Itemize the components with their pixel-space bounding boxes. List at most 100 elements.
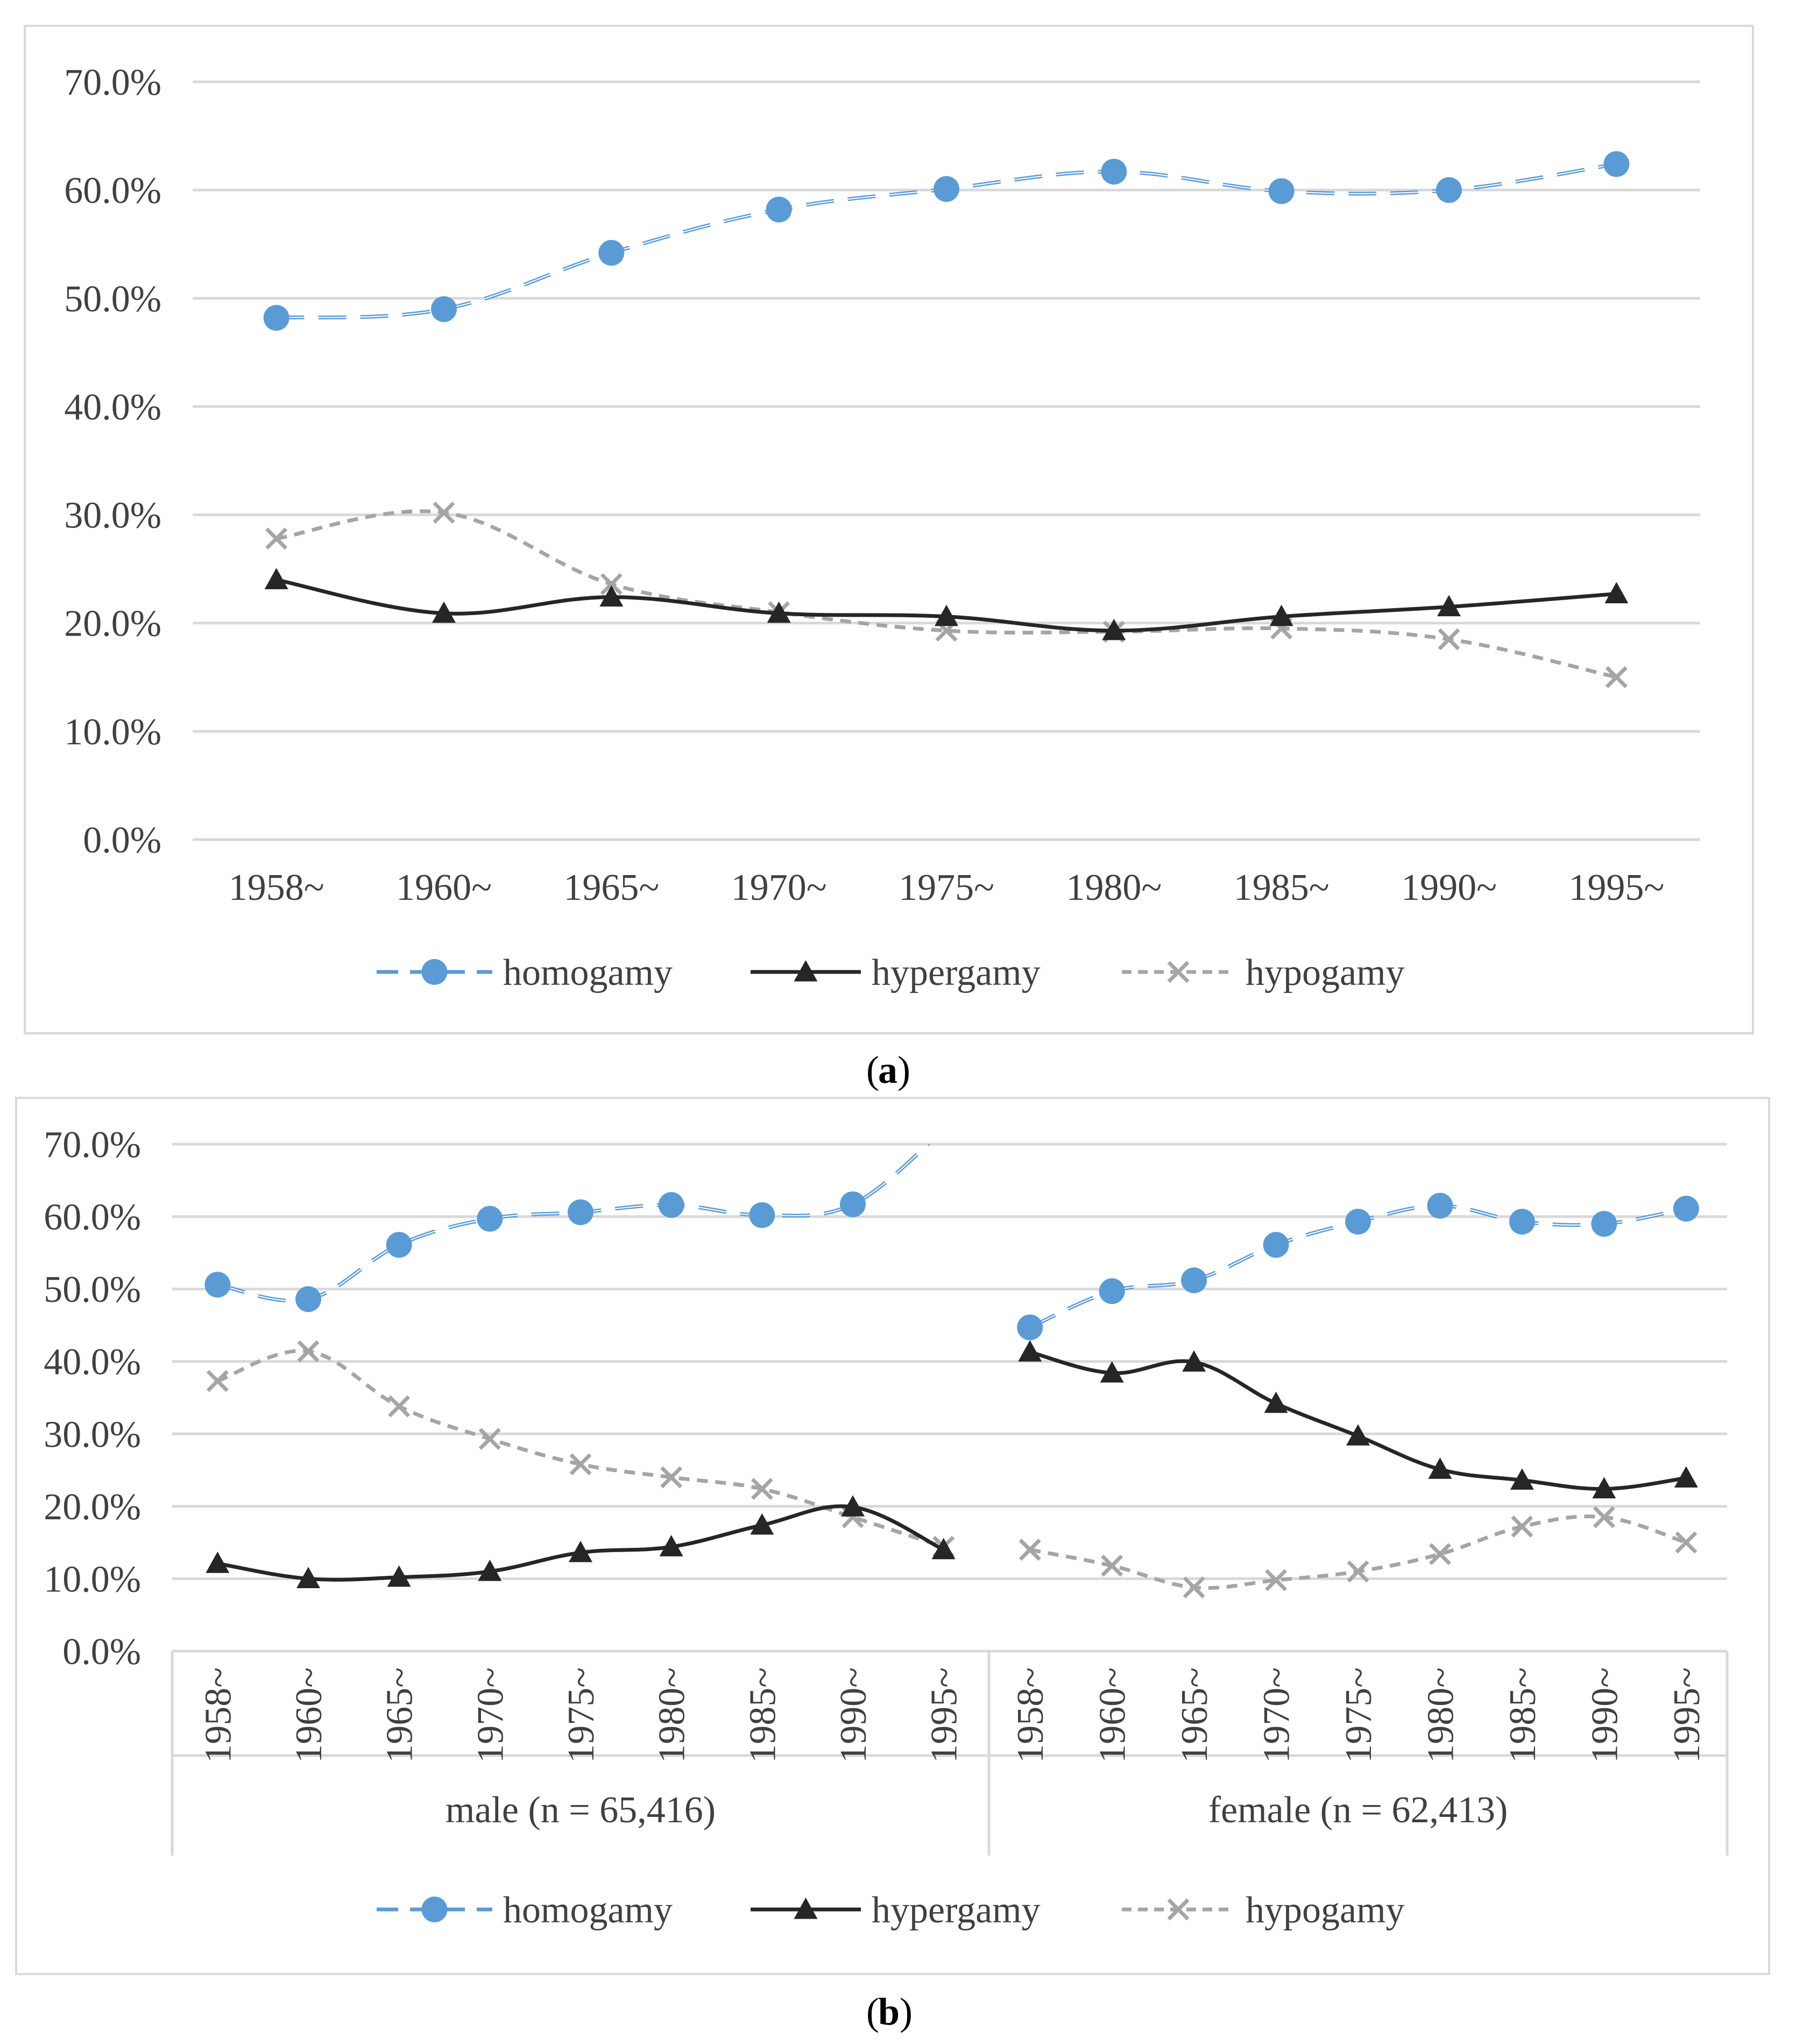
panel-b-group1-hypogamy-point bbox=[1511, 1516, 1533, 1538]
panel-b-caption-letter: b bbox=[878, 1990, 900, 2033]
panel-b-group0-hypergamy-point bbox=[387, 1565, 411, 1587]
panel-b-legend-homogamy-point bbox=[421, 1897, 448, 1922]
panel-b-group1-hypogamy-point bbox=[1675, 1531, 1698, 1554]
panel-a-legend-homogamy-point bbox=[421, 959, 448, 985]
panel-b-group1-hypogamy-point-stroke-2 bbox=[1511, 1516, 1533, 1538]
panel-a-series bbox=[263, 151, 1630, 688]
panel-a-x-tick-label: 1985~ bbox=[1234, 867, 1330, 908]
panel-b-group1-hypogamy-point-stroke-2 bbox=[1101, 1554, 1123, 1577]
panel-a-x-ticks: 1958~ 1960~ 1965~ 1970~ 1975~ 1980~ 1985~ 1990~… bbox=[229, 867, 1665, 908]
panel-a-y-ticks: 0.0% 10.0% 20.0% 30.0% 40.0% 50.0% 60.0% 70.0% bbox=[64, 62, 161, 861]
panel-a-x-tick-label: 1960~ bbox=[396, 867, 492, 908]
panel-b: 0.0%10.0%20.0%30.0%40.0%50.0%60.0%70.0% … bbox=[15, 1097, 1770, 1975]
panel-a-legend-homogamy-label: homogamy bbox=[503, 952, 673, 993]
panel-b-group1-hypergamy-point bbox=[1264, 1391, 1288, 1413]
panel-a-series-hypergamy bbox=[264, 568, 1629, 640]
panel-b-caption-open: ( bbox=[866, 1990, 879, 2033]
panel-b-y-tick-label: 60.0% bbox=[44, 1197, 141, 1238]
panel-b-y-tick-label: 40.0% bbox=[44, 1342, 141, 1383]
panel-b-group0-hypogamy-point bbox=[660, 1466, 683, 1489]
panel-b-group1-homogamy-point bbox=[1345, 1208, 1371, 1235]
panel-b-frame bbox=[15, 1097, 1770, 1975]
panel-b-group-labels: male (n = 65,416) female (n = 62,413) bbox=[446, 1789, 1508, 1831]
panel-a-series-homogamy bbox=[263, 151, 1630, 331]
panel-b-legend: homogamy hypergamy hypogamy bbox=[377, 1890, 1405, 1931]
panel-b-legend-hypergamy-label: hypergamy bbox=[872, 1890, 1041, 1931]
panel-b-group0-hypogamy-point-stroke-2 bbox=[478, 1428, 501, 1450]
panel-a-hypogamy-point bbox=[1438, 628, 1460, 651]
panel-b-y-tick-label: 70.0% bbox=[44, 1124, 141, 1166]
panel-a-y-tick-label: 40.0% bbox=[64, 386, 161, 428]
panel-b-group1-hypogamy-point-stroke-2 bbox=[1593, 1506, 1615, 1528]
panel-b-group1-hypogamy-point-stroke-2 bbox=[1675, 1531, 1698, 1554]
panel-b-group0-hypergamy-point bbox=[750, 1513, 774, 1535]
panel-b-group1-hypergamy-point bbox=[1100, 1361, 1124, 1383]
panel-a-x-tick-label: 1995~ bbox=[1568, 867, 1664, 908]
panel-b-group1-hypergamy-point bbox=[1018, 1340, 1042, 1362]
panel-a-hypogamy-line bbox=[276, 509, 1617, 679]
panel-a-x-tick-label: 1975~ bbox=[899, 867, 994, 908]
panel-b-group0-hypergamy-point bbox=[478, 1559, 502, 1581]
panel-b-x-tick-label: 1985~ bbox=[1502, 1667, 1544, 1763]
panel-b-group1-hypergamy-point bbox=[1592, 1477, 1616, 1499]
panel-b-group0-homogamy-point bbox=[204, 1272, 231, 1298]
panel-a-hypogamy-point bbox=[1605, 666, 1628, 688]
panel-b-group0-hypogamy-point-stroke-2 bbox=[297, 1340, 320, 1363]
panel-a-y-tick-label: 10.0% bbox=[64, 711, 161, 753]
panel-b-group-label: male (n = 65,416) bbox=[446, 1789, 716, 1831]
panel-b-x-tick-label: 1970~ bbox=[470, 1667, 511, 1763]
panel-a-homogamy-point bbox=[598, 239, 625, 266]
panel-b-group1-series-homogamy bbox=[1017, 1193, 1699, 1341]
panel-a-hypogamy-point-stroke-2 bbox=[1605, 666, 1628, 688]
panel-b-x-tick-label: 1975~ bbox=[1338, 1667, 1380, 1763]
panel-b-group0-hypogamy-point bbox=[297, 1340, 320, 1363]
panel-b-group1-hypergamy-point bbox=[1428, 1457, 1452, 1479]
panel-b-group0-hypogamy-point bbox=[569, 1453, 592, 1476]
panel-b-group0-homogamy-point bbox=[386, 1232, 412, 1258]
panel-b-x-tick-label: 1995~ bbox=[1666, 1667, 1708, 1763]
panel-a-y-tick-label: 20.0% bbox=[64, 603, 161, 645]
panel-b-group0-hypogamy-point bbox=[478, 1428, 501, 1450]
panel-b-group1-homogamy-point bbox=[1673, 1195, 1699, 1222]
panel-b-caption-close: ) bbox=[900, 1990, 913, 2033]
panel-b-group1-hypogamy-point-stroke-2 bbox=[1429, 1543, 1451, 1566]
panel-b-x-tick-label: 1965~ bbox=[379, 1667, 421, 1763]
panel-b-group1-hypergamy-point bbox=[1674, 1466, 1698, 1488]
panel-b-y-tick-label: 20.0% bbox=[44, 1486, 141, 1528]
panel-a-hypergamy-point bbox=[432, 601, 456, 623]
panel-b-group0-series-hypergamy bbox=[206, 1495, 956, 1589]
panel-a-y-tick-label: 60.0% bbox=[64, 170, 161, 212]
panel-b-group1-series-hypergamy bbox=[1018, 1340, 1698, 1499]
panel-a-hypogamy-point-stroke-2 bbox=[265, 527, 288, 550]
panel-b-y-tick-label: 0.0% bbox=[62, 1631, 141, 1673]
panel-a-legend-hypergamy-point bbox=[794, 960, 818, 982]
panel-a-hypogamy-point bbox=[265, 527, 288, 550]
panel-a-hypergamy-point bbox=[599, 585, 624, 607]
panel-b-group0-hypogamy-point-stroke-2 bbox=[660, 1466, 683, 1489]
panel-a-legend-hypogamy-point bbox=[1167, 961, 1190, 983]
panel-b-group1-hypogamy-point bbox=[1019, 1539, 1041, 1561]
panel-b-x-tick-label: 1975~ bbox=[561, 1667, 602, 1763]
panel-a-homogamy-point bbox=[263, 305, 289, 331]
panel-b-group1-hypergamy-point bbox=[1182, 1350, 1206, 1372]
panel-b-group0-homogamy-point bbox=[568, 1199, 593, 1225]
panel-b-x-tick-label: 1990~ bbox=[833, 1667, 874, 1763]
panel-b-group1-hypogamy-point-stroke-2 bbox=[1019, 1539, 1041, 1561]
panel-b-group0-hypergamy-point bbox=[931, 1538, 956, 1560]
panel-b-legend-hypogamy-point-stroke-2 bbox=[1167, 1898, 1190, 1921]
panel-b-group1-hypogamy-point bbox=[1593, 1506, 1615, 1528]
panel-a-hypogamy-point bbox=[433, 502, 455, 524]
panel-b-group0-hypergamy-point bbox=[659, 1535, 683, 1556]
panel-a-legend: homogamy hypergamy hypogamy bbox=[377, 952, 1405, 993]
panel-a-hypergamy-point bbox=[1437, 595, 1461, 617]
panel-b-group1-homogamy-point bbox=[1591, 1211, 1617, 1237]
panel-b-group0-hypogamy-point-stroke-2 bbox=[751, 1478, 773, 1500]
panel-b-y-tick-label: 50.0% bbox=[44, 1269, 141, 1310]
panel-a-x-tick-label: 1980~ bbox=[1066, 867, 1162, 908]
panel-b-x-tick-label: 1965~ bbox=[1174, 1667, 1215, 1763]
panel-b-x-tick-label: 1970~ bbox=[1256, 1667, 1298, 1763]
panel-a-hypergamy-point bbox=[1269, 604, 1293, 626]
panel-a-homogamy-point bbox=[1268, 178, 1295, 205]
panel-b-group1-homogamy-point bbox=[1017, 1314, 1043, 1341]
panel-b-group1-homogamy-point bbox=[1263, 1232, 1289, 1258]
